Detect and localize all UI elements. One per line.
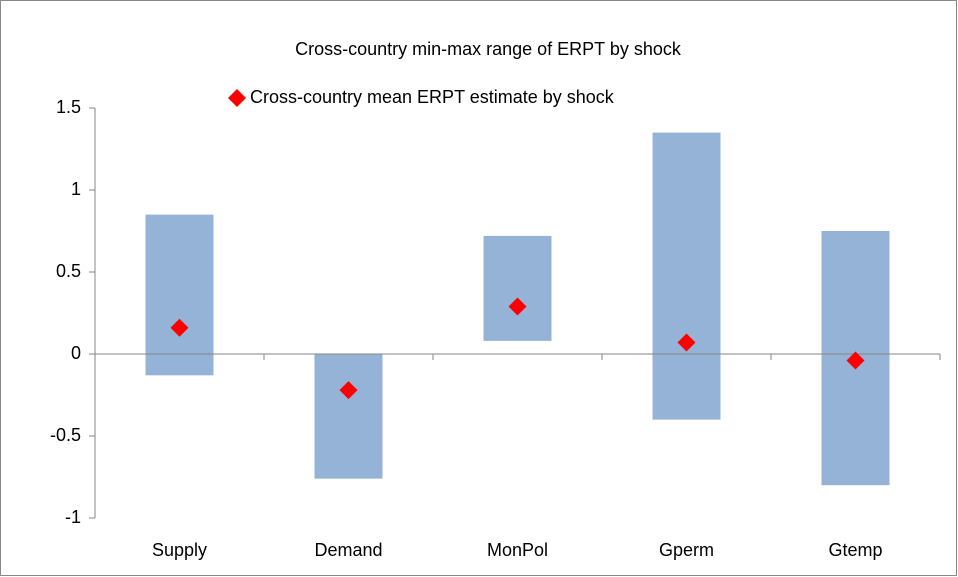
range-bar bbox=[652, 132, 721, 420]
y-tick-label: -0.5 bbox=[50, 425, 81, 445]
legend-label: Cross-country mean ERPT estimate by shoc… bbox=[250, 87, 615, 107]
x-tick-label: MonPol bbox=[487, 540, 548, 560]
y-tick-label: 1.5 bbox=[56, 97, 81, 117]
mean-marker bbox=[677, 333, 696, 352]
y-tick-label: -1 bbox=[65, 507, 81, 527]
y-tick-label: 0 bbox=[71, 343, 81, 363]
legend-label: Cross-country min-max range of ERPT by s… bbox=[295, 39, 682, 59]
x-tick-label: Demand bbox=[314, 540, 382, 560]
mean-marker bbox=[170, 318, 189, 337]
range-bar bbox=[145, 214, 214, 376]
x-tick-label: Gtemp bbox=[828, 540, 882, 560]
range-bar bbox=[483, 235, 552, 341]
x-tick-label: Gperm bbox=[659, 540, 714, 560]
mean-marker bbox=[508, 297, 527, 316]
x-tick-label: Supply bbox=[152, 540, 207, 560]
y-tick-label: 0.5 bbox=[56, 261, 81, 281]
mean-marker bbox=[339, 381, 358, 400]
range-bar bbox=[314, 354, 383, 479]
legend-marker bbox=[228, 89, 246, 107]
mean-marker bbox=[846, 351, 865, 370]
y-tick-label: 1 bbox=[71, 179, 81, 199]
